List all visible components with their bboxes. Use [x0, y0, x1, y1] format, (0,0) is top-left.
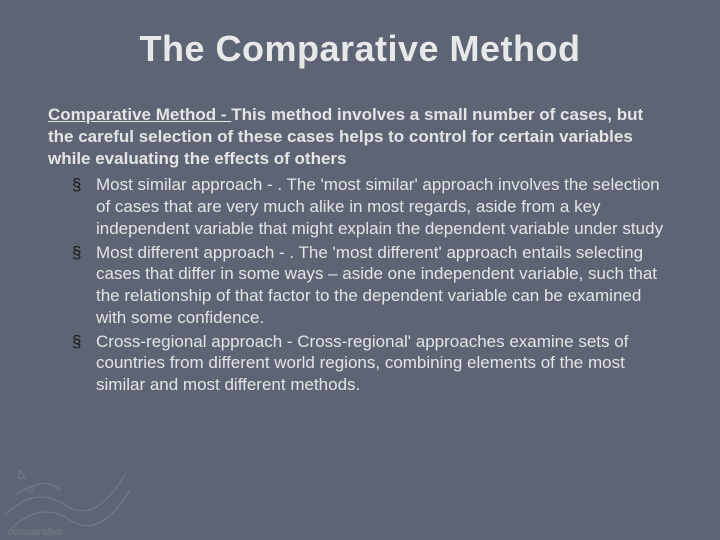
lead-term: Comparative Method - — [48, 105, 231, 124]
list-item: Cross-regional approach - Cross-regional… — [96, 331, 672, 396]
bullet-list: Most similar approach - . The 'most simi… — [48, 174, 672, 396]
slide-title: The Comparative Method — [48, 28, 672, 70]
list-item: Most different approach - . The 'most di… — [96, 242, 672, 329]
lead-paragraph: Comparative Method - This method involve… — [48, 104, 672, 170]
slide: comparative The Comparative Method Compa… — [0, 0, 720, 540]
decorative-watermark: comparative — [0, 400, 140, 540]
list-item: Most similar approach - . The 'most simi… — [96, 174, 672, 239]
svg-text:comparative: comparative — [8, 527, 63, 538]
